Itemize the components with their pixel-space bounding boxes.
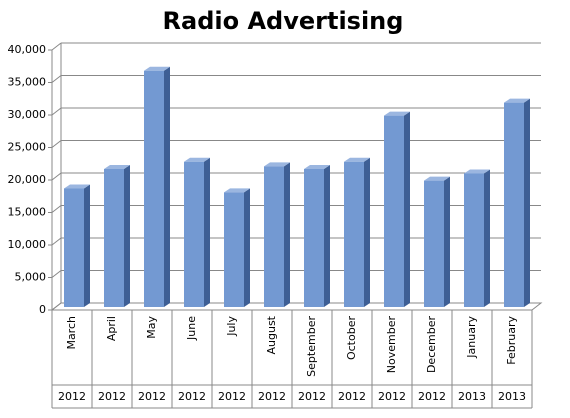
bar-face: [304, 164, 330, 169]
y-tick-label: 30,000: [8, 108, 47, 121]
bar-face: [104, 168, 124, 307]
bar-face: [144, 70, 164, 307]
bar-face: [324, 164, 330, 307]
bar-face: [244, 188, 250, 307]
bar: [424, 176, 450, 307]
x-group-label: 2012: [98, 390, 126, 403]
x-tick-label: June: [185, 316, 198, 341]
bar: [184, 157, 210, 307]
y-tick-label: 5,000: [15, 271, 47, 284]
y-tick-label: 10,000: [8, 238, 47, 251]
x-tick-label: January: [465, 316, 478, 359]
bar-face: [124, 164, 130, 307]
x-group-label: 2012: [258, 390, 286, 403]
grid-diagonal: [51, 107, 62, 116]
grid-diagonal: [51, 205, 62, 213]
bar-face: [284, 162, 290, 307]
bar: [304, 164, 330, 307]
grid-diagonal: [51, 237, 62, 246]
x-tick-label: October: [345, 316, 358, 360]
x-group-label: 2013: [458, 390, 486, 403]
grid-diagonal: [51, 172, 62, 181]
bar-face: [524, 98, 530, 308]
bar-face: [364, 157, 370, 307]
bar-face: [184, 157, 210, 162]
bar-face: [264, 162, 290, 167]
bar-face: [84, 184, 90, 307]
bar-face: [504, 102, 524, 308]
bar-face: [64, 184, 90, 189]
bar-face: [344, 157, 370, 162]
bar-face: [64, 188, 84, 307]
grid-diagonal: [51, 75, 62, 83]
y-tick-label: 20,000: [8, 173, 47, 186]
bar-face: [224, 192, 244, 307]
bar-face: [164, 66, 170, 307]
bar-face: [184, 161, 204, 307]
chart-title: Radio Advertising: [163, 7, 404, 35]
bar-face: [404, 111, 410, 308]
x-tick-label: March: [65, 316, 78, 350]
x-group-label: 2012: [418, 390, 446, 403]
bar-face: [464, 169, 490, 174]
bar-face: [264, 166, 284, 307]
x-group-label: 2012: [58, 390, 86, 403]
bar: [104, 164, 130, 307]
bar-face: [384, 115, 404, 308]
bar-face: [424, 176, 450, 181]
bar-face: [204, 157, 210, 307]
x-group-label: 2012: [138, 390, 166, 403]
bar-face: [304, 168, 324, 307]
y-tick-label: 40,000: [8, 43, 47, 56]
x-group-label: 2013: [498, 390, 526, 403]
bar: [144, 66, 170, 307]
x-tick-label: May: [145, 316, 158, 339]
x-tick-label: August: [265, 315, 278, 354]
grid-diagonal: [51, 42, 62, 51]
bar: [224, 188, 250, 307]
y-tick-label: 25,000: [8, 141, 47, 154]
x-tick-label: November: [385, 316, 398, 374]
y-tick-label: 35,000: [8, 76, 47, 89]
bar: [344, 157, 370, 307]
grid-diagonal: [51, 270, 62, 278]
x-tick-label: April: [105, 316, 118, 341]
x-group-label: 2012: [218, 390, 246, 403]
bar: [464, 169, 490, 307]
bar-face: [444, 176, 450, 307]
x-tick-label: December: [425, 316, 438, 374]
y-tick-label: 15,000: [8, 206, 47, 219]
x-tick-label: February: [505, 316, 518, 365]
bar-face: [504, 98, 530, 103]
bar-face: [464, 173, 484, 307]
grid-diagonal: [51, 302, 62, 311]
bar-face: [484, 169, 490, 307]
x-tick-label: July: [225, 316, 238, 337]
bar-face: [224, 188, 250, 193]
x-group-label: 2012: [298, 390, 326, 403]
bar-face: [104, 164, 130, 169]
bar: [384, 111, 410, 308]
x-group-label: 2012: [178, 390, 206, 403]
grid-diagonal: [51, 140, 62, 148]
y-tick-label: 0: [39, 303, 46, 316]
x-tick-label: September: [305, 316, 318, 377]
bar-face: [384, 111, 410, 116]
x-group-label: 2012: [378, 390, 406, 403]
x-group-label: 2012: [338, 390, 366, 403]
bar-face: [144, 66, 170, 71]
bar-face: [344, 161, 364, 307]
bar: [264, 162, 290, 307]
bar-face: [424, 180, 444, 307]
bar: [504, 98, 530, 308]
bar: [64, 184, 90, 307]
